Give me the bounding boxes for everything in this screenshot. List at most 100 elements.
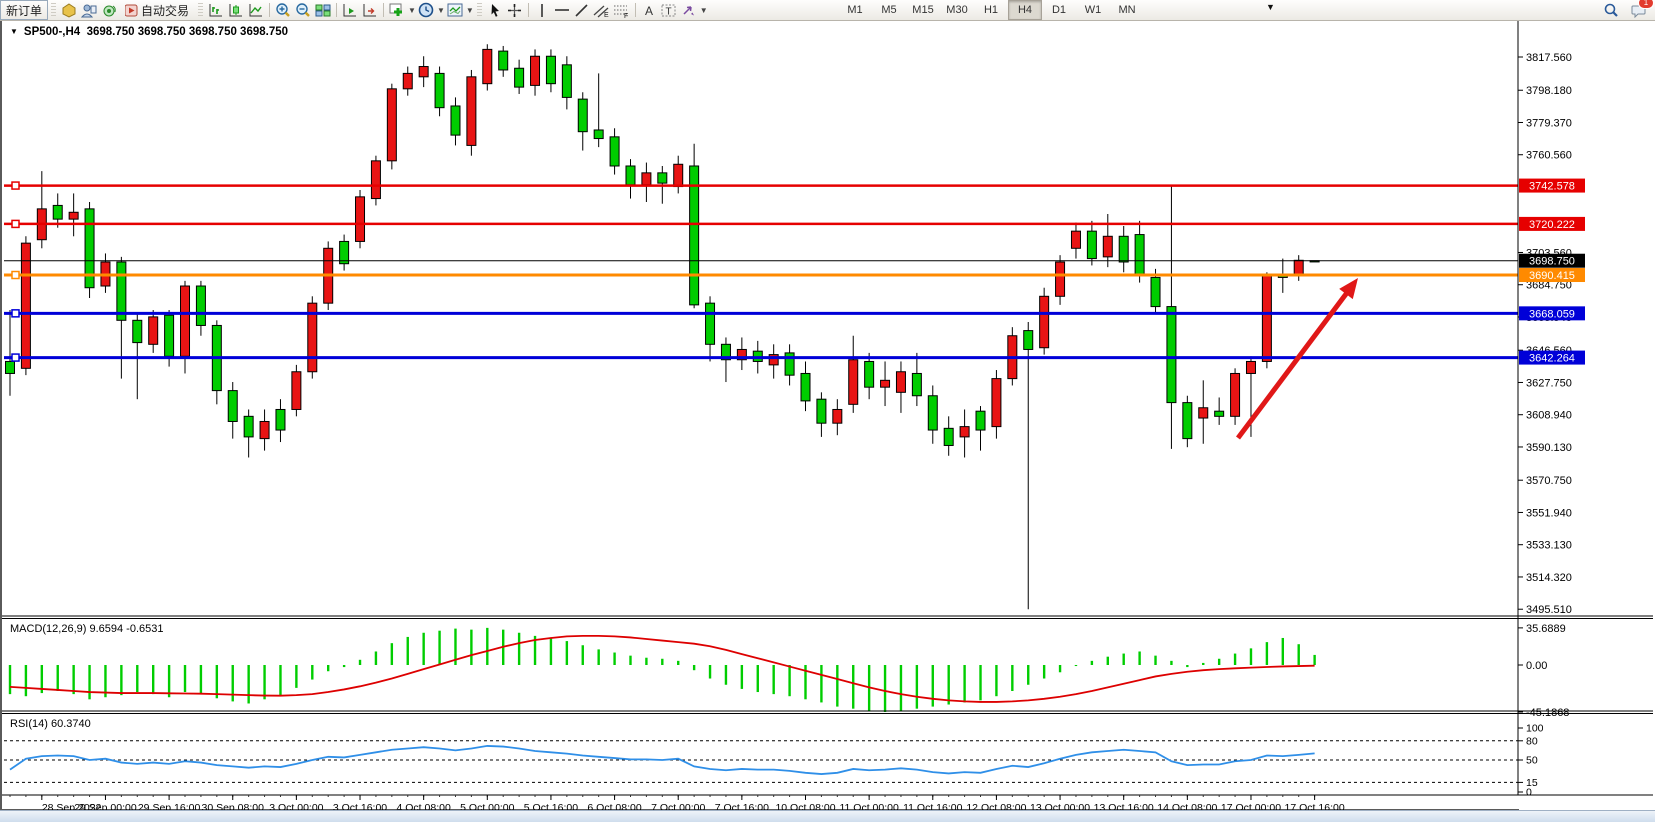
rsi-axis-label: 15: [1526, 777, 1538, 789]
text-label-icon[interactable]: T: [659, 1, 679, 19]
fibonacci-icon[interactable]: F: [612, 1, 632, 19]
line-handle[interactable]: [11, 270, 20, 280]
candle: [816, 398, 827, 424]
chat-badge: 1: [1638, 0, 1654, 9]
auto-scroll-icon[interactable]: [340, 1, 360, 19]
candle: [1023, 330, 1034, 350]
price-tick-label: 3817.560: [1526, 52, 1572, 64]
zoom-in-icon[interactable]: [273, 1, 293, 19]
profile-icon[interactable]: [79, 1, 99, 19]
new-order-label: 新订单: [6, 3, 43, 18]
arrows-dropdown-icon[interactable]: ▼: [699, 5, 708, 15]
timeframe-button-m15[interactable]: M15: [912, 4, 934, 16]
autotrading-button[interactable]: 自动交易: [119, 0, 195, 20]
candle: [1070, 230, 1081, 249]
candlestick-icon[interactable]: [226, 1, 246, 19]
indicators-dropdown-icon[interactable]: ▼: [408, 5, 416, 15]
candle: [1039, 295, 1050, 349]
svg-text:T: T: [665, 6, 671, 17]
indicators-icon[interactable]: [387, 1, 407, 19]
templates-icon[interactable]: [445, 1, 465, 19]
candle: [386, 88, 397, 162]
templates-dropdown-icon[interactable]: ▼: [465, 5, 474, 15]
rsi-axis-label: 100: [1526, 723, 1544, 735]
toolbar-separator: [269, 3, 271, 17]
svg-text:F: F: [624, 13, 628, 18]
candle: [20, 242, 31, 369]
horizontal-line-icon[interactable]: [552, 1, 572, 19]
toolbar-separator: [336, 3, 338, 17]
price-tick-label: 3495.510: [1526, 604, 1572, 616]
zoom-out-icon[interactable]: [293, 1, 313, 19]
line-chart-icon[interactable]: [246, 1, 266, 19]
line-handle[interactable]: [11, 181, 20, 190]
search-icon[interactable]: [1601, 1, 1621, 19]
cursor-icon[interactable]: [485, 1, 505, 19]
quick-nav-icon[interactable]: ▼: [10, 27, 18, 36]
toolbar-separator: [383, 3, 385, 17]
trendline-icon[interactable]: [572, 1, 592, 19]
candle: [275, 408, 286, 431]
line-handle[interactable]: [11, 353, 20, 362]
candle: [561, 64, 572, 98]
candle: [720, 343, 731, 361]
candle: [259, 420, 270, 440]
timeframe-button-mn[interactable]: MN: [1118, 4, 1136, 16]
price-badge-label: 3720.222: [1529, 219, 1575, 231]
timeframe-button-h4[interactable]: H4: [1008, 0, 1042, 20]
candle: [1198, 407, 1209, 419]
timeframe-button-m30[interactable]: M30: [946, 4, 968, 16]
toolbar-separator: [634, 3, 636, 17]
price-badge: [1519, 253, 1585, 268]
candle: [1150, 276, 1161, 308]
rsi-label: RSI(14) 60.3740: [10, 718, 91, 730]
new-chart-icon[interactable]: [59, 1, 79, 19]
price-axis-background: [1519, 21, 1654, 810]
price-tick-label: 3627.750: [1526, 377, 1572, 389]
periods-dropdown-icon[interactable]: ▼: [436, 5, 445, 15]
price-tick-label: 3514.320: [1526, 572, 1572, 584]
periods-icon[interactable]: [416, 1, 436, 19]
trend-arrow-head[interactable]: [1339, 278, 1358, 300]
channel-icon[interactable]: E: [592, 1, 612, 19]
tile-windows-icon[interactable]: [313, 1, 333, 19]
price-badge-label: 3690.415: [1529, 270, 1575, 282]
svg-text:E: E: [604, 12, 609, 18]
rsi-axis-label: 50: [1526, 755, 1538, 767]
crosshair-icon[interactable]: [505, 1, 525, 19]
line-handle[interactable]: [11, 219, 20, 229]
candle: [975, 410, 986, 431]
candle: [402, 72, 413, 90]
candle: [959, 426, 970, 438]
candle: [514, 67, 525, 88]
price-tick-label: 3779.370: [1526, 117, 1572, 129]
timeframe-button-m1[interactable]: M1: [847, 4, 863, 16]
candle: [784, 352, 795, 376]
status-bar: [0, 810, 1655, 822]
timeframe-button-w1[interactable]: W1: [1084, 4, 1102, 16]
candle: [1102, 235, 1113, 258]
chat-icon[interactable]: 1: [1629, 0, 1654, 19]
candle: [164, 314, 175, 357]
chart-shift-icon[interactable]: [360, 1, 380, 19]
price-tick-label: 3608.940: [1526, 410, 1572, 422]
timeframe-button-m5[interactable]: M5: [881, 4, 897, 16]
text-icon[interactable]: A: [639, 1, 659, 19]
new-order-button[interactable]: 新订单: [0, 0, 49, 20]
toolbar-grip: [476, 3, 482, 17]
bar-chart-icon[interactable]: [206, 1, 226, 19]
line-handle[interactable]: [11, 309, 20, 318]
timeframe-button-h1[interactable]: H1: [983, 4, 999, 16]
candle: [1261, 275, 1272, 362]
arrows-icon[interactable]: [679, 1, 699, 19]
trend-arrow-line[interactable]: [1236, 286, 1353, 440]
vertical-line-icon[interactable]: [532, 1, 552, 19]
candle: [1118, 235, 1129, 263]
window-restore-icon[interactable]: ▼: [1266, 2, 1275, 12]
candle: [1182, 402, 1193, 440]
candle: [1214, 410, 1225, 417]
timeframe-button-d1[interactable]: D1: [1051, 4, 1067, 16]
macd-axis-label: 35.6889: [1526, 623, 1566, 635]
alerts-icon[interactable]: [99, 1, 119, 19]
